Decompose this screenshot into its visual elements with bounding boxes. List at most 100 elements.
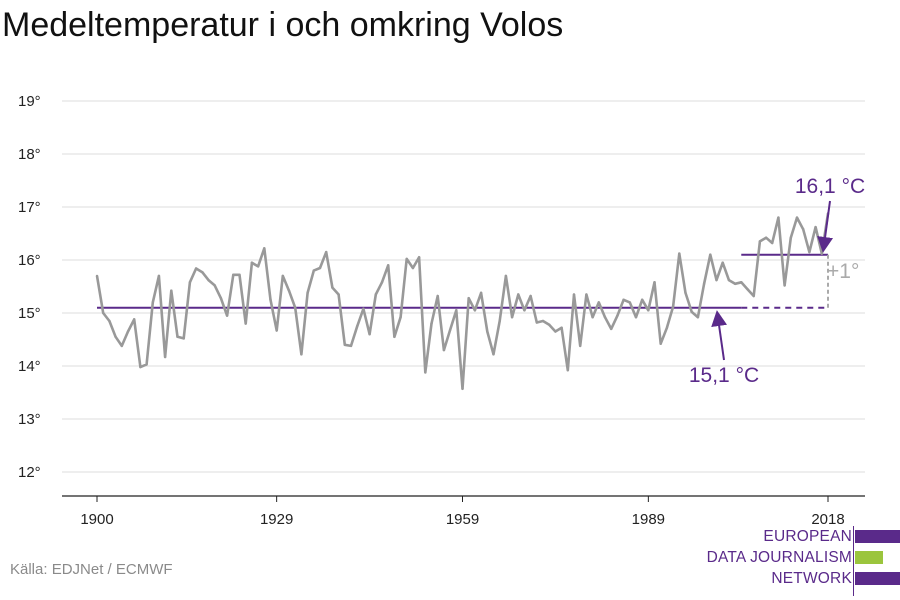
- y-tick-label-15: 15°: [18, 305, 41, 322]
- data-point-1937: [325, 250, 328, 254]
- data-point-1932: [294, 306, 297, 309]
- annotation-high-value: 16,1 °C: [795, 175, 865, 198]
- data-point-2007: [758, 240, 762, 243]
- data-point-1933: [300, 353, 303, 356]
- data-point-1929: [275, 329, 278, 332]
- logo-line-2: DATA JOURNALISM: [706, 549, 852, 566]
- data-point-1962: [479, 291, 483, 295]
- data-point-2008: [764, 236, 768, 239]
- data-point-2002: [727, 278, 731, 282]
- data-point-1913: [176, 335, 179, 339]
- logo-bar-purple-top: [855, 530, 900, 543]
- data-point-2005: [746, 287, 749, 291]
- y-tick-label-17: 17°: [18, 199, 41, 216]
- data-point-1990: [653, 281, 656, 284]
- data-point-1920: [219, 296, 223, 300]
- data-point-1973: [548, 323, 551, 326]
- x-tick-label-1959: 1959: [446, 511, 479, 528]
- edjnet-logo: EUROPEAN DATA JOURNALISM NETWORK: [700, 526, 900, 596]
- data-point-1977: [572, 293, 576, 296]
- data-point-1964: [492, 353, 495, 356]
- data-point-2017: [820, 252, 824, 255]
- annotation-difference: +1°: [827, 260, 859, 283]
- data-point-1917: [201, 270, 204, 274]
- data-point-1904: [120, 344, 123, 348]
- data-point-1949: [399, 316, 402, 319]
- data-point-1943: [362, 307, 365, 310]
- data-point-1900: [95, 274, 99, 278]
- data-point-1965: [498, 319, 501, 323]
- y-tick-label-18: 18°: [18, 146, 41, 163]
- data-point-2001: [721, 261, 724, 264]
- data-point-1916: [194, 267, 198, 270]
- data-point-1903: [114, 335, 117, 339]
- y-tick-label-13: 13°: [18, 411, 41, 428]
- data-point-1927: [263, 247, 266, 250]
- logo-bars: [853, 526, 900, 596]
- arrow-low: [711, 310, 728, 361]
- y-tick-label-14: 14°: [18, 358, 41, 375]
- data-point-1957: [448, 328, 452, 332]
- data-point-1967: [510, 316, 514, 319]
- annotations: 16,1 °C 15,1 °C +1°: [689, 175, 865, 387]
- data-point-1936: [318, 266, 322, 270]
- y-tick-label-12: 12°: [18, 464, 41, 481]
- x-tick-label-2018: 2018: [811, 511, 844, 528]
- data-point-1982: [603, 316, 607, 319]
- y-tick-label-19: 19°: [18, 93, 41, 110]
- data-point-1926: [256, 265, 260, 268]
- data-point-2012: [789, 236, 793, 239]
- data-point-1942: [355, 325, 359, 328]
- data-point-1972: [541, 319, 545, 323]
- data-point-1955: [436, 294, 439, 298]
- data-point-1993: [671, 305, 675, 308]
- data-point-1969: [523, 309, 526, 312]
- data-point-1951: [411, 266, 415, 270]
- data-point-1935: [312, 269, 316, 272]
- data-point-1918: [207, 278, 210, 282]
- data-point-1901: [101, 311, 105, 315]
- data-point-2013: [795, 216, 799, 219]
- data-point-1908: [145, 363, 148, 366]
- data-point-1950: [405, 257, 408, 261]
- data-point-2016: [814, 225, 817, 229]
- data-point-1945: [374, 293, 377, 296]
- logo-bar-purple-bottom: [855, 572, 900, 585]
- data-point-1914: [182, 337, 185, 340]
- data-point-1975: [560, 326, 563, 330]
- data-point-1922: [232, 273, 235, 277]
- chart-title: Medeltemperatur i och omkring Volos: [2, 6, 564, 44]
- data-point-1989: [647, 309, 650, 312]
- data-point-1994: [678, 252, 681, 255]
- data-point-1925: [250, 261, 254, 264]
- data-point-1988: [640, 298, 644, 301]
- data-point-1947: [386, 264, 390, 267]
- data-point-1992: [665, 326, 669, 330]
- data-point-1978: [579, 344, 582, 348]
- data-point-1948: [393, 335, 396, 339]
- x-tick-label-1929: 1929: [260, 511, 293, 528]
- data-point-2000: [715, 278, 718, 282]
- data-point-1909: [151, 301, 154, 304]
- data-point-1906: [132, 318, 136, 321]
- logo-line-1: EUROPEAN: [763, 528, 852, 545]
- data-point-1907: [139, 365, 142, 369]
- data-point-1952: [417, 256, 421, 259]
- data-point-1956: [442, 348, 446, 352]
- x-tick-label-1989: 1989: [632, 511, 665, 528]
- data-point-2009: [771, 241, 774, 245]
- data-point-1981: [597, 301, 600, 304]
- data-point-1953: [424, 371, 427, 374]
- data-point-1921: [225, 314, 229, 317]
- data-point-1998: [702, 282, 706, 286]
- data-point-1911: [163, 355, 167, 359]
- x-tick-label-1900: 1900: [80, 511, 113, 528]
- temperature-points: [95, 212, 830, 390]
- data-point-1938: [331, 286, 334, 289]
- data-point-1902: [108, 319, 111, 323]
- data-point-1976: [566, 369, 570, 372]
- logo-text: EUROPEAN DATA JOURNALISM NETWORK: [707, 526, 852, 589]
- data-point-1954: [430, 322, 433, 325]
- data-point-1910: [157, 274, 161, 278]
- data-point-1987: [634, 316, 638, 319]
